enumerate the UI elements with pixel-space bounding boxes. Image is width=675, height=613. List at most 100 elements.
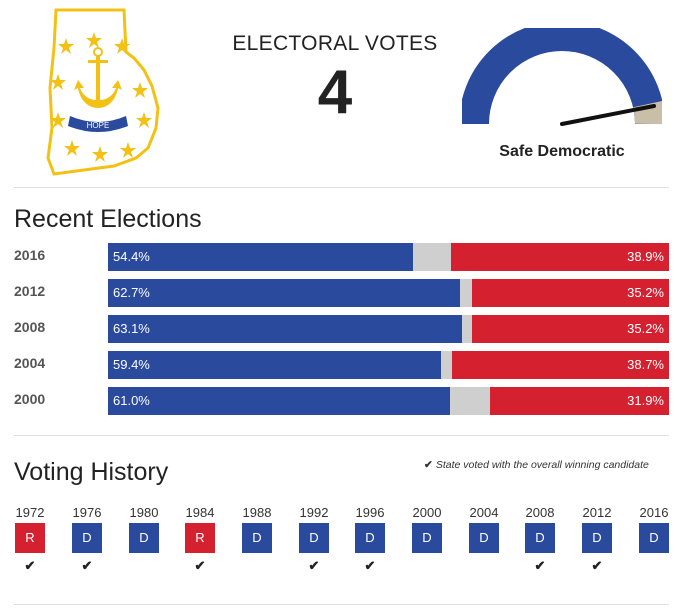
state-map-icon: HOPE	[46, 8, 160, 176]
party-badge: D	[582, 523, 612, 553]
republican-percent: 38.7%	[627, 357, 664, 372]
gauge-needle	[560, 104, 656, 126]
party-badge: D	[525, 523, 555, 553]
winner-check-icon	[466, 558, 502, 574]
republican-percent: 35.2%	[627, 321, 664, 336]
democrat-segment	[108, 387, 450, 415]
party-badge: D	[242, 523, 272, 553]
other-segment	[450, 387, 490, 415]
party-badge: D	[355, 523, 385, 553]
election-year: 2000	[14, 391, 46, 407]
history-item: 1992 D ✔	[296, 505, 332, 574]
history-year: 1988	[242, 505, 272, 520]
republican-percent: 35.2%	[627, 285, 664, 300]
history-item: 1976 D ✔	[69, 505, 105, 574]
democrat-percent: 63.1%	[113, 321, 150, 336]
election-result-bar: 54.4% 38.9%	[108, 243, 669, 271]
header-section: HOPE ELECTORAL VOTES 4 Safe Democratic	[0, 0, 675, 185]
winner-check-icon	[239, 558, 275, 574]
history-year: 1992	[299, 505, 329, 520]
rating-label: Safe Democratic	[499, 143, 625, 160]
history-year: 2004	[469, 505, 499, 520]
democrat-percent: 62.7%	[113, 285, 150, 300]
party-badge: D	[129, 523, 159, 553]
other-segment	[441, 351, 452, 379]
party-badge: D	[469, 523, 499, 553]
winner-check-icon	[636, 558, 672, 574]
democrat-segment	[108, 351, 441, 379]
history-year: 1972	[15, 505, 45, 520]
democrat-percent: 54.4%	[113, 249, 150, 264]
history-item: 2012 D ✔	[579, 505, 615, 574]
party-badge: D	[299, 523, 329, 553]
history-year: 2012	[582, 505, 612, 520]
democrat-percent: 59.4%	[113, 357, 150, 372]
republican-segment	[490, 387, 669, 415]
democrat-percent: 61.0%	[113, 393, 150, 408]
democrat-segment	[108, 279, 460, 307]
republican-segment	[472, 279, 669, 307]
winner-check-icon	[126, 558, 162, 574]
republican-percent: 38.9%	[627, 249, 664, 264]
recent-elections-title: Recent Elections	[14, 205, 202, 233]
republican-segment	[452, 351, 669, 379]
history-year: 2016	[639, 505, 669, 520]
check-icon: ✔	[424, 459, 433, 471]
election-year: 2004	[14, 355, 46, 371]
republican-segment	[472, 315, 669, 343]
party-badge: D	[72, 523, 102, 553]
republican-segment	[451, 243, 669, 271]
history-year: 1984	[185, 505, 215, 520]
other-segment	[462, 315, 472, 343]
winner-check-icon: ✔	[194, 558, 206, 573]
history-item: 2016 D	[636, 505, 672, 574]
history-item: 2000 D	[409, 505, 445, 574]
history-item: 1988 D	[239, 505, 275, 574]
winner-check-icon: ✔	[24, 558, 36, 573]
divider	[14, 604, 669, 605]
election-year: 2016	[14, 247, 46, 263]
divider	[14, 187, 669, 188]
history-item: 1980 D	[126, 505, 162, 574]
election-result-bar: 59.4% 38.7%	[108, 351, 669, 379]
electoral-votes-number: 4	[317, 58, 353, 127]
party-badge: R	[185, 523, 215, 553]
winner-check-icon: ✔	[81, 558, 93, 573]
democrat-segment	[108, 315, 462, 343]
electoral-votes-block: ELECTORAL VOTES 4	[210, 32, 460, 124]
winner-check-icon	[409, 558, 445, 574]
election-year: 2008	[14, 319, 46, 335]
other-segment	[460, 279, 472, 307]
divider	[14, 435, 669, 436]
winner-check-icon: ✔	[591, 558, 603, 573]
history-year: 2008	[525, 505, 555, 520]
election-year: 2012	[14, 283, 46, 299]
voting-history-legend: ✔ State voted with the overall winning ca…	[424, 459, 649, 471]
election-result-bar: 61.0% 31.9%	[108, 387, 669, 415]
history-year: 1980	[129, 505, 159, 520]
gauge-remaining-arc	[633, 100, 662, 125]
history-item: 2004 D	[466, 505, 502, 574]
gauge-dem-arc	[462, 28, 662, 125]
map-flag-text: HOPE	[87, 121, 110, 130]
republican-percent: 31.9%	[627, 393, 664, 408]
other-segment	[413, 243, 451, 271]
history-year: 1976	[72, 505, 102, 520]
history-item: 1984 R ✔	[182, 505, 218, 574]
history-item: 1972 R ✔	[12, 505, 48, 574]
party-badge: R	[15, 523, 45, 553]
election-result-bar: 62.7% 35.2%	[108, 279, 669, 307]
election-result-bar: 63.1% 35.2%	[108, 315, 669, 343]
electoral-votes-label: ELECTORAL VOTES	[232, 32, 438, 55]
party-badge: D	[639, 523, 669, 553]
party-badge: D	[412, 523, 442, 553]
winner-check-icon: ✔	[534, 558, 546, 573]
winner-check-icon: ✔	[308, 558, 320, 573]
history-year: 2000	[412, 505, 442, 520]
history-year: 1996	[355, 505, 385, 520]
rating-gauge	[462, 28, 662, 126]
legend-text: State voted with the overall winning can…	[435, 459, 649, 471]
voting-history-title: Voting History	[14, 458, 169, 486]
history-item: 2008 D ✔	[522, 505, 558, 574]
history-item: 1996 D ✔	[352, 505, 388, 574]
